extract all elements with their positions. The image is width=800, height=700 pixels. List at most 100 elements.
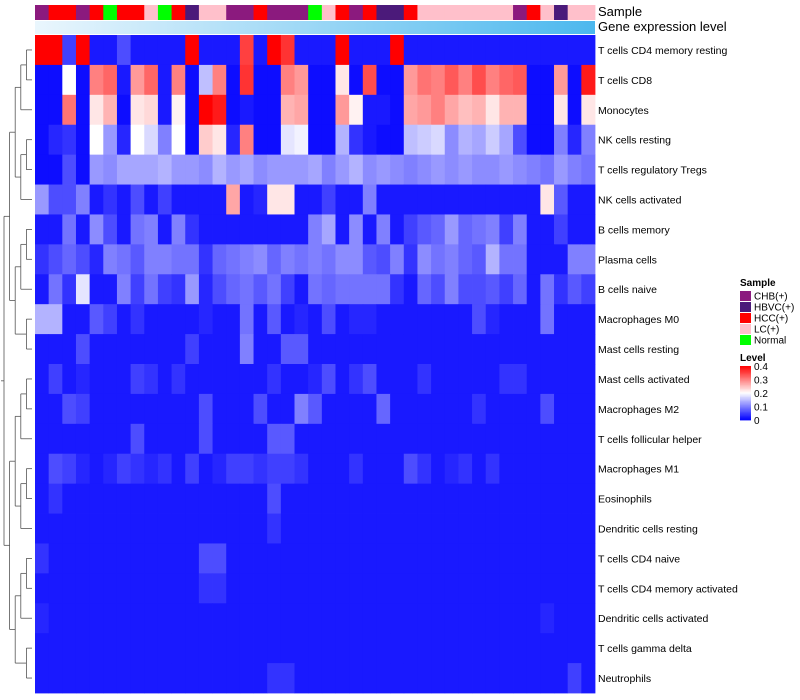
heatmap-cell — [390, 35, 405, 66]
level-legend-gradient-step — [740, 368, 751, 371]
heatmap-cell — [239, 573, 254, 604]
heatmap-cell — [458, 423, 473, 455]
heatmap-cell — [267, 364, 282, 395]
sample-annotation-cell — [89, 5, 104, 20]
heatmap-cell — [198, 423, 213, 455]
heatmap-cell — [540, 35, 555, 66]
row-label: Mast cells resting — [598, 344, 679, 356]
heatmap-cell — [171, 274, 186, 305]
level-legend-tick-label: 0.3 — [754, 376, 768, 387]
heatmap-cell — [335, 35, 350, 66]
heatmap-cell — [35, 573, 50, 604]
heatmap-cell — [444, 334, 459, 365]
heatmap-cell — [321, 423, 336, 455]
heatmap-cell — [499, 483, 514, 514]
heatmap-cell — [130, 304, 145, 335]
heatmap-cell — [472, 633, 487, 664]
heatmap-cell — [554, 573, 569, 604]
heatmap-cell — [581, 35, 596, 66]
heatmap-cell — [103, 603, 118, 634]
heatmap-cell — [48, 573, 63, 604]
heatmap-cell — [567, 633, 582, 664]
heatmap-cell — [280, 364, 295, 395]
heatmap-cell — [540, 603, 555, 634]
heatmap-cell — [499, 393, 514, 425]
heatmap-cell — [308, 64, 323, 96]
heatmap-cell — [185, 603, 200, 634]
level-legend-gradient-step — [740, 405, 751, 407]
heatmap-cell — [417, 64, 432, 96]
heatmap-cell — [62, 393, 77, 425]
heatmap-cell — [185, 364, 200, 395]
heatmap-cell — [581, 304, 596, 335]
heatmap-cell — [499, 423, 514, 455]
heatmap-cell — [198, 334, 213, 365]
heatmap-cell — [526, 603, 541, 634]
sample-annotation-cell — [35, 5, 50, 20]
row-label: Mast cells activated — [598, 374, 690, 386]
heatmap-cell — [48, 304, 63, 335]
heatmap-cell — [198, 244, 213, 275]
heatmap-cell — [294, 423, 309, 455]
heatmap-cell — [431, 184, 446, 215]
heatmap-cell — [116, 244, 132, 275]
heatmap-cell — [540, 513, 555, 544]
heatmap-cell — [321, 214, 336, 245]
heatmap-cell — [116, 513, 132, 544]
heatmap-cell — [280, 543, 295, 574]
heatmap-cell — [321, 483, 336, 514]
heatmap-cell — [239, 543, 254, 574]
heatmap-cell — [444, 513, 459, 544]
heatmap-cell — [458, 334, 473, 365]
heatmap-cell — [444, 453, 459, 485]
heatmap-cell — [376, 573, 391, 604]
level-legend-gradient-step — [740, 407, 751, 410]
heatmap-cell — [75, 184, 91, 215]
heatmap-cell — [321, 124, 336, 156]
heatmap-cell — [390, 214, 405, 245]
heatmap-cell — [554, 154, 569, 185]
heatmap-cell — [48, 483, 63, 514]
heatmap-cell — [239, 35, 254, 66]
heatmap-cell — [294, 364, 309, 395]
sample-annotation-cell — [499, 5, 514, 20]
heatmap-cell — [116, 483, 132, 514]
heatmap-cell — [267, 154, 282, 185]
heatmap-cell — [308, 543, 323, 574]
heatmap-cell — [321, 94, 336, 126]
sample-annotation-cell — [157, 5, 172, 20]
heatmap-cell — [48, 184, 63, 215]
heatmap-cell — [403, 423, 418, 455]
heatmap-cell — [513, 334, 528, 365]
heatmap-cell — [376, 35, 391, 66]
heatmap-cell — [48, 274, 63, 305]
heatmap-cell — [444, 483, 459, 514]
heatmap-cell — [540, 663, 555, 694]
heatmap-cell — [485, 393, 500, 425]
sample-legend-label: LC(+) — [754, 325, 779, 336]
heatmap-cell — [35, 393, 50, 425]
heatmap-cell — [567, 274, 582, 305]
heatmap-cell — [185, 423, 200, 455]
heatmap-cell — [390, 573, 405, 604]
heatmap-cell — [403, 453, 418, 485]
sample-annotation-cell — [185, 5, 200, 20]
heatmap-cell — [444, 274, 459, 305]
heatmap-cell — [581, 543, 596, 574]
heatmap-cell — [116, 214, 132, 245]
heatmap-cell — [89, 64, 104, 96]
heatmap-cell — [581, 663, 596, 694]
heatmap-cell — [567, 453, 582, 485]
heatmap-cell — [62, 663, 77, 694]
level-legend-gradient-step — [740, 388, 751, 391]
heatmap-cell — [554, 184, 569, 215]
heatmap-cell — [35, 364, 50, 395]
heatmap-cell — [198, 304, 213, 335]
heatmap-cell — [89, 94, 104, 126]
heatmap-cell — [390, 334, 405, 365]
heatmap-cell — [540, 124, 555, 156]
heatmap-cell — [253, 513, 268, 544]
heatmap-cell — [362, 244, 377, 275]
heatmap-cell — [239, 304, 254, 335]
heatmap-cell — [130, 274, 145, 305]
